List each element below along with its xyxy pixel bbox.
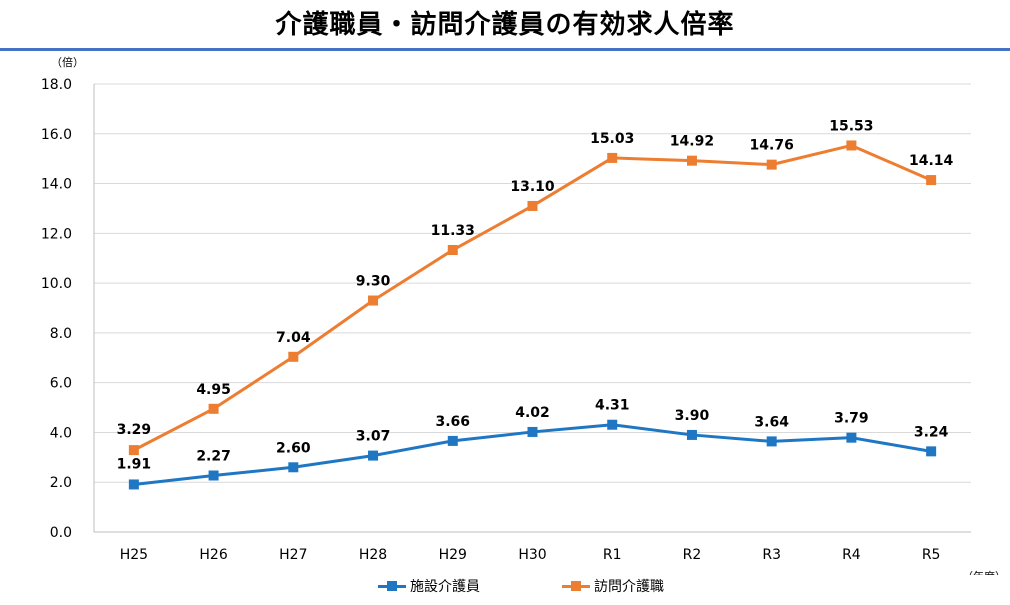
data-label: 3.29 <box>117 422 152 438</box>
line-chart: 0.0 2.0 4.0 6.0 8.0 10.0 12.0 14.0 16.0 18.0 H25 H2… <box>41 55 1006 575</box>
data-label: 7.04 <box>276 330 311 346</box>
y-tick-label: 12.0 <box>41 226 72 242</box>
data-label: 4.31 <box>595 398 630 414</box>
data-point <box>926 446 937 457</box>
x-axis-unit: （年度） <box>962 569 1006 575</box>
data-label: 3.79 <box>834 411 869 427</box>
data-point <box>447 245 458 256</box>
legend-swatch-series-1 <box>378 580 406 592</box>
y-tick-label: 0.0 <box>50 525 72 541</box>
data-label: 14.14 <box>909 153 954 169</box>
data-label: 3.66 <box>435 414 470 430</box>
legend: 施設介護員 訪問介護職 <box>0 576 1010 598</box>
x-tick-label: R2 <box>683 547 702 563</box>
y-tick-label: 16.0 <box>41 127 72 143</box>
x-tick-label: H25 <box>120 547 148 563</box>
data-label: 14.76 <box>750 138 794 154</box>
data-point <box>208 403 219 414</box>
data-point <box>846 432 857 443</box>
data-label: 15.53 <box>829 118 873 134</box>
y-tick-label: 2.0 <box>50 475 72 491</box>
y-tick-label: 8.0 <box>50 326 72 342</box>
x-tick-label: R1 <box>603 547 622 563</box>
y-axis-unit: （倍） <box>51 55 84 69</box>
data-label: 2.60 <box>276 440 311 456</box>
y-tick-label: 14.0 <box>41 177 72 193</box>
data-point <box>527 200 538 211</box>
data-point <box>208 470 219 481</box>
y-tick-label: 10.0 <box>41 276 72 292</box>
legend-swatch-series-2 <box>562 580 590 592</box>
data-label: 15.03 <box>590 131 634 147</box>
data-point <box>846 140 857 151</box>
page-title: 介護職員・訪問介護員の有効求人倍率 <box>275 10 735 40</box>
data-point <box>607 419 618 430</box>
data-point <box>447 435 458 446</box>
x-tick-label: H30 <box>518 547 546 563</box>
title-underline <box>0 48 1010 51</box>
data-label: 13.10 <box>510 179 555 195</box>
data-point <box>128 445 139 456</box>
data-label: 3.07 <box>356 429 391 445</box>
data-label: 3.24 <box>914 424 949 440</box>
data-label: 4.02 <box>515 405 550 421</box>
x-tick-label: R5 <box>922 547 941 563</box>
data-point <box>686 429 697 440</box>
data-point <box>686 155 697 166</box>
data-label: 3.64 <box>754 414 789 430</box>
data-point <box>288 462 299 473</box>
y-tick-label: 4.0 <box>50 425 72 441</box>
data-label: 3.90 <box>675 408 710 424</box>
data-label: 2.27 <box>196 449 231 465</box>
data-point <box>766 159 777 170</box>
y-tick-label: 6.0 <box>50 376 72 392</box>
x-tick-label: H29 <box>439 547 467 563</box>
legend-label-series-2: 訪問介護職 <box>594 579 664 595</box>
y-tick-label: 18.0 <box>41 77 72 93</box>
legend-item-series-1: 施設介護員 <box>378 576 480 596</box>
data-point <box>527 426 538 437</box>
data-label: 14.92 <box>670 134 714 150</box>
data-point <box>368 450 379 461</box>
x-tick-label: H28 <box>359 547 387 563</box>
data-label: 9.30 <box>356 274 391 290</box>
data-point <box>368 295 379 306</box>
data-point <box>766 436 777 447</box>
data-point <box>607 152 618 163</box>
x-tick-label: R4 <box>842 547 861 563</box>
data-point <box>288 351 299 362</box>
data-point <box>926 175 937 186</box>
x-tick-label: R3 <box>762 547 781 563</box>
data-label: 11.33 <box>431 223 475 239</box>
x-tick-label: H27 <box>279 547 307 563</box>
data-label: 4.95 <box>196 382 231 398</box>
legend-label-series-1: 施設介護員 <box>410 579 480 595</box>
data-label: 1.91 <box>117 456 152 472</box>
legend-item-series-2: 訪問介護職 <box>562 576 664 596</box>
x-tick-label: H26 <box>199 547 227 563</box>
data-point <box>128 479 139 490</box>
